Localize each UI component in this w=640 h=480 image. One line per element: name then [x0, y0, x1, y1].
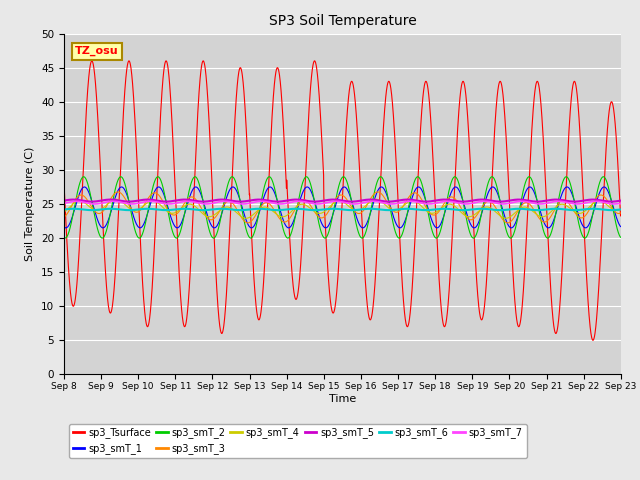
sp3_smT_7 — [72, 198, 80, 204]
sp3_smT_3 — [568, 205, 575, 211]
sp3_smT_4 — [242, 216, 250, 221]
sp3_smT_6 — [216, 206, 223, 212]
sp3_Tsurface — [568, 93, 575, 98]
sp3_Tsurface — [358, 228, 366, 234]
sp3_smT_4 — [617, 206, 625, 212]
sp3_smT_3 — [114, 189, 122, 195]
sp3_smT_4 — [371, 196, 379, 202]
sp3_smT_7 — [568, 201, 575, 206]
sp3_smT_4 — [216, 208, 223, 214]
sp3_Tsurface — [216, 321, 223, 326]
sp3_smT_6 — [617, 206, 625, 212]
sp3_smT_2 — [584, 232, 591, 238]
sp3_Tsurface — [583, 282, 591, 288]
sp3_smT_2 — [568, 187, 575, 192]
sp3_Tsurface — [60, 180, 68, 186]
sp3_smT_1 — [81, 184, 88, 190]
Text: TZ_osu: TZ_osu — [75, 46, 119, 56]
sp3_Tsurface — [589, 337, 596, 343]
sp3_smT_3 — [584, 210, 591, 216]
sp3_smT_4 — [568, 207, 575, 213]
sp3_smT_3 — [60, 214, 68, 220]
sp3_smT_4 — [359, 205, 367, 211]
Line: sp3_smT_3: sp3_smT_3 — [64, 192, 621, 223]
sp3_Tsurface — [617, 213, 625, 219]
sp3_smT_1 — [216, 217, 223, 223]
Line: sp3_smT_2: sp3_smT_2 — [64, 177, 621, 238]
sp3_smT_6 — [504, 207, 512, 213]
Line: sp3_Tsurface: sp3_Tsurface — [64, 61, 621, 340]
sp3_smT_7 — [584, 200, 591, 205]
sp3_smT_7 — [371, 198, 379, 204]
Line: sp3_smT_5: sp3_smT_5 — [64, 200, 621, 202]
sp3_smT_6 — [69, 206, 77, 212]
sp3_Tsurface — [504, 172, 512, 178]
sp3_smT_4 — [504, 215, 512, 221]
sp3_smT_4 — [584, 206, 591, 212]
sp3_smT_1 — [568, 191, 575, 196]
sp3_smT_2 — [80, 174, 88, 180]
sp3_smT_3 — [216, 208, 223, 214]
sp3_smT_7 — [216, 199, 223, 204]
sp3_smT_1 — [584, 224, 591, 230]
sp3_smT_1 — [359, 225, 367, 231]
sp3_smT_3 — [371, 190, 379, 196]
sp3_smT_6 — [88, 207, 96, 213]
sp3_smT_7 — [60, 201, 68, 206]
sp3_smT_1 — [504, 223, 512, 228]
Line: sp3_smT_4: sp3_smT_4 — [64, 199, 621, 218]
sp3_smT_3 — [504, 220, 512, 226]
sp3_smT_1 — [617, 224, 625, 229]
Line: sp3_smT_6: sp3_smT_6 — [64, 209, 621, 210]
sp3_smT_5 — [69, 197, 77, 203]
sp3_smT_2 — [504, 233, 512, 239]
Legend: sp3_Tsurface, sp3_smT_1, sp3_smT_2, sp3_smT_3, sp3_smT_4, sp3_smT_5, sp3_smT_6, : sp3_Tsurface, sp3_smT_1, sp3_smT_2, sp3_… — [69, 423, 527, 458]
sp3_smT_2 — [371, 187, 379, 193]
sp3_smT_3 — [617, 210, 625, 216]
sp3_smT_5 — [359, 197, 367, 203]
sp3_smT_2 — [61, 235, 69, 241]
sp3_smT_2 — [359, 235, 367, 241]
sp3_smT_5 — [371, 197, 379, 203]
Title: SP3 Soil Temperature: SP3 Soil Temperature — [269, 14, 416, 28]
sp3_smT_7 — [504, 201, 512, 206]
sp3_Tsurface — [371, 286, 378, 291]
sp3_smT_1 — [62, 225, 70, 231]
sp3_smT_4 — [112, 196, 120, 202]
Line: sp3_smT_7: sp3_smT_7 — [64, 201, 621, 204]
sp3_smT_5 — [504, 198, 512, 204]
sp3_smT_6 — [60, 206, 68, 212]
sp3_smT_1 — [60, 224, 68, 230]
sp3_smT_5 — [60, 198, 68, 204]
sp3_smT_3 — [244, 220, 252, 226]
Line: sp3_smT_1: sp3_smT_1 — [64, 187, 621, 228]
Y-axis label: Soil Temperature (C): Soil Temperature (C) — [26, 147, 35, 261]
sp3_smT_6 — [568, 207, 575, 213]
sp3_smT_6 — [584, 206, 591, 212]
sp3_smT_5 — [216, 197, 223, 203]
sp3_smT_3 — [359, 208, 367, 214]
sp3_smT_5 — [584, 197, 591, 203]
sp3_smT_2 — [60, 235, 68, 240]
sp3_smT_2 — [216, 220, 223, 226]
sp3_smT_7 — [91, 201, 99, 207]
sp3_smT_5 — [568, 199, 575, 204]
sp3_smT_5 — [88, 199, 96, 204]
sp3_smT_5 — [617, 198, 625, 204]
sp3_smT_6 — [371, 206, 379, 212]
sp3_smT_7 — [617, 201, 625, 206]
sp3_smT_1 — [371, 195, 379, 201]
sp3_Tsurface — [88, 58, 96, 64]
sp3_smT_4 — [60, 209, 68, 215]
sp3_smT_2 — [617, 234, 625, 240]
sp3_smT_7 — [359, 200, 367, 206]
sp3_smT_6 — [359, 206, 367, 212]
X-axis label: Time: Time — [329, 394, 356, 404]
